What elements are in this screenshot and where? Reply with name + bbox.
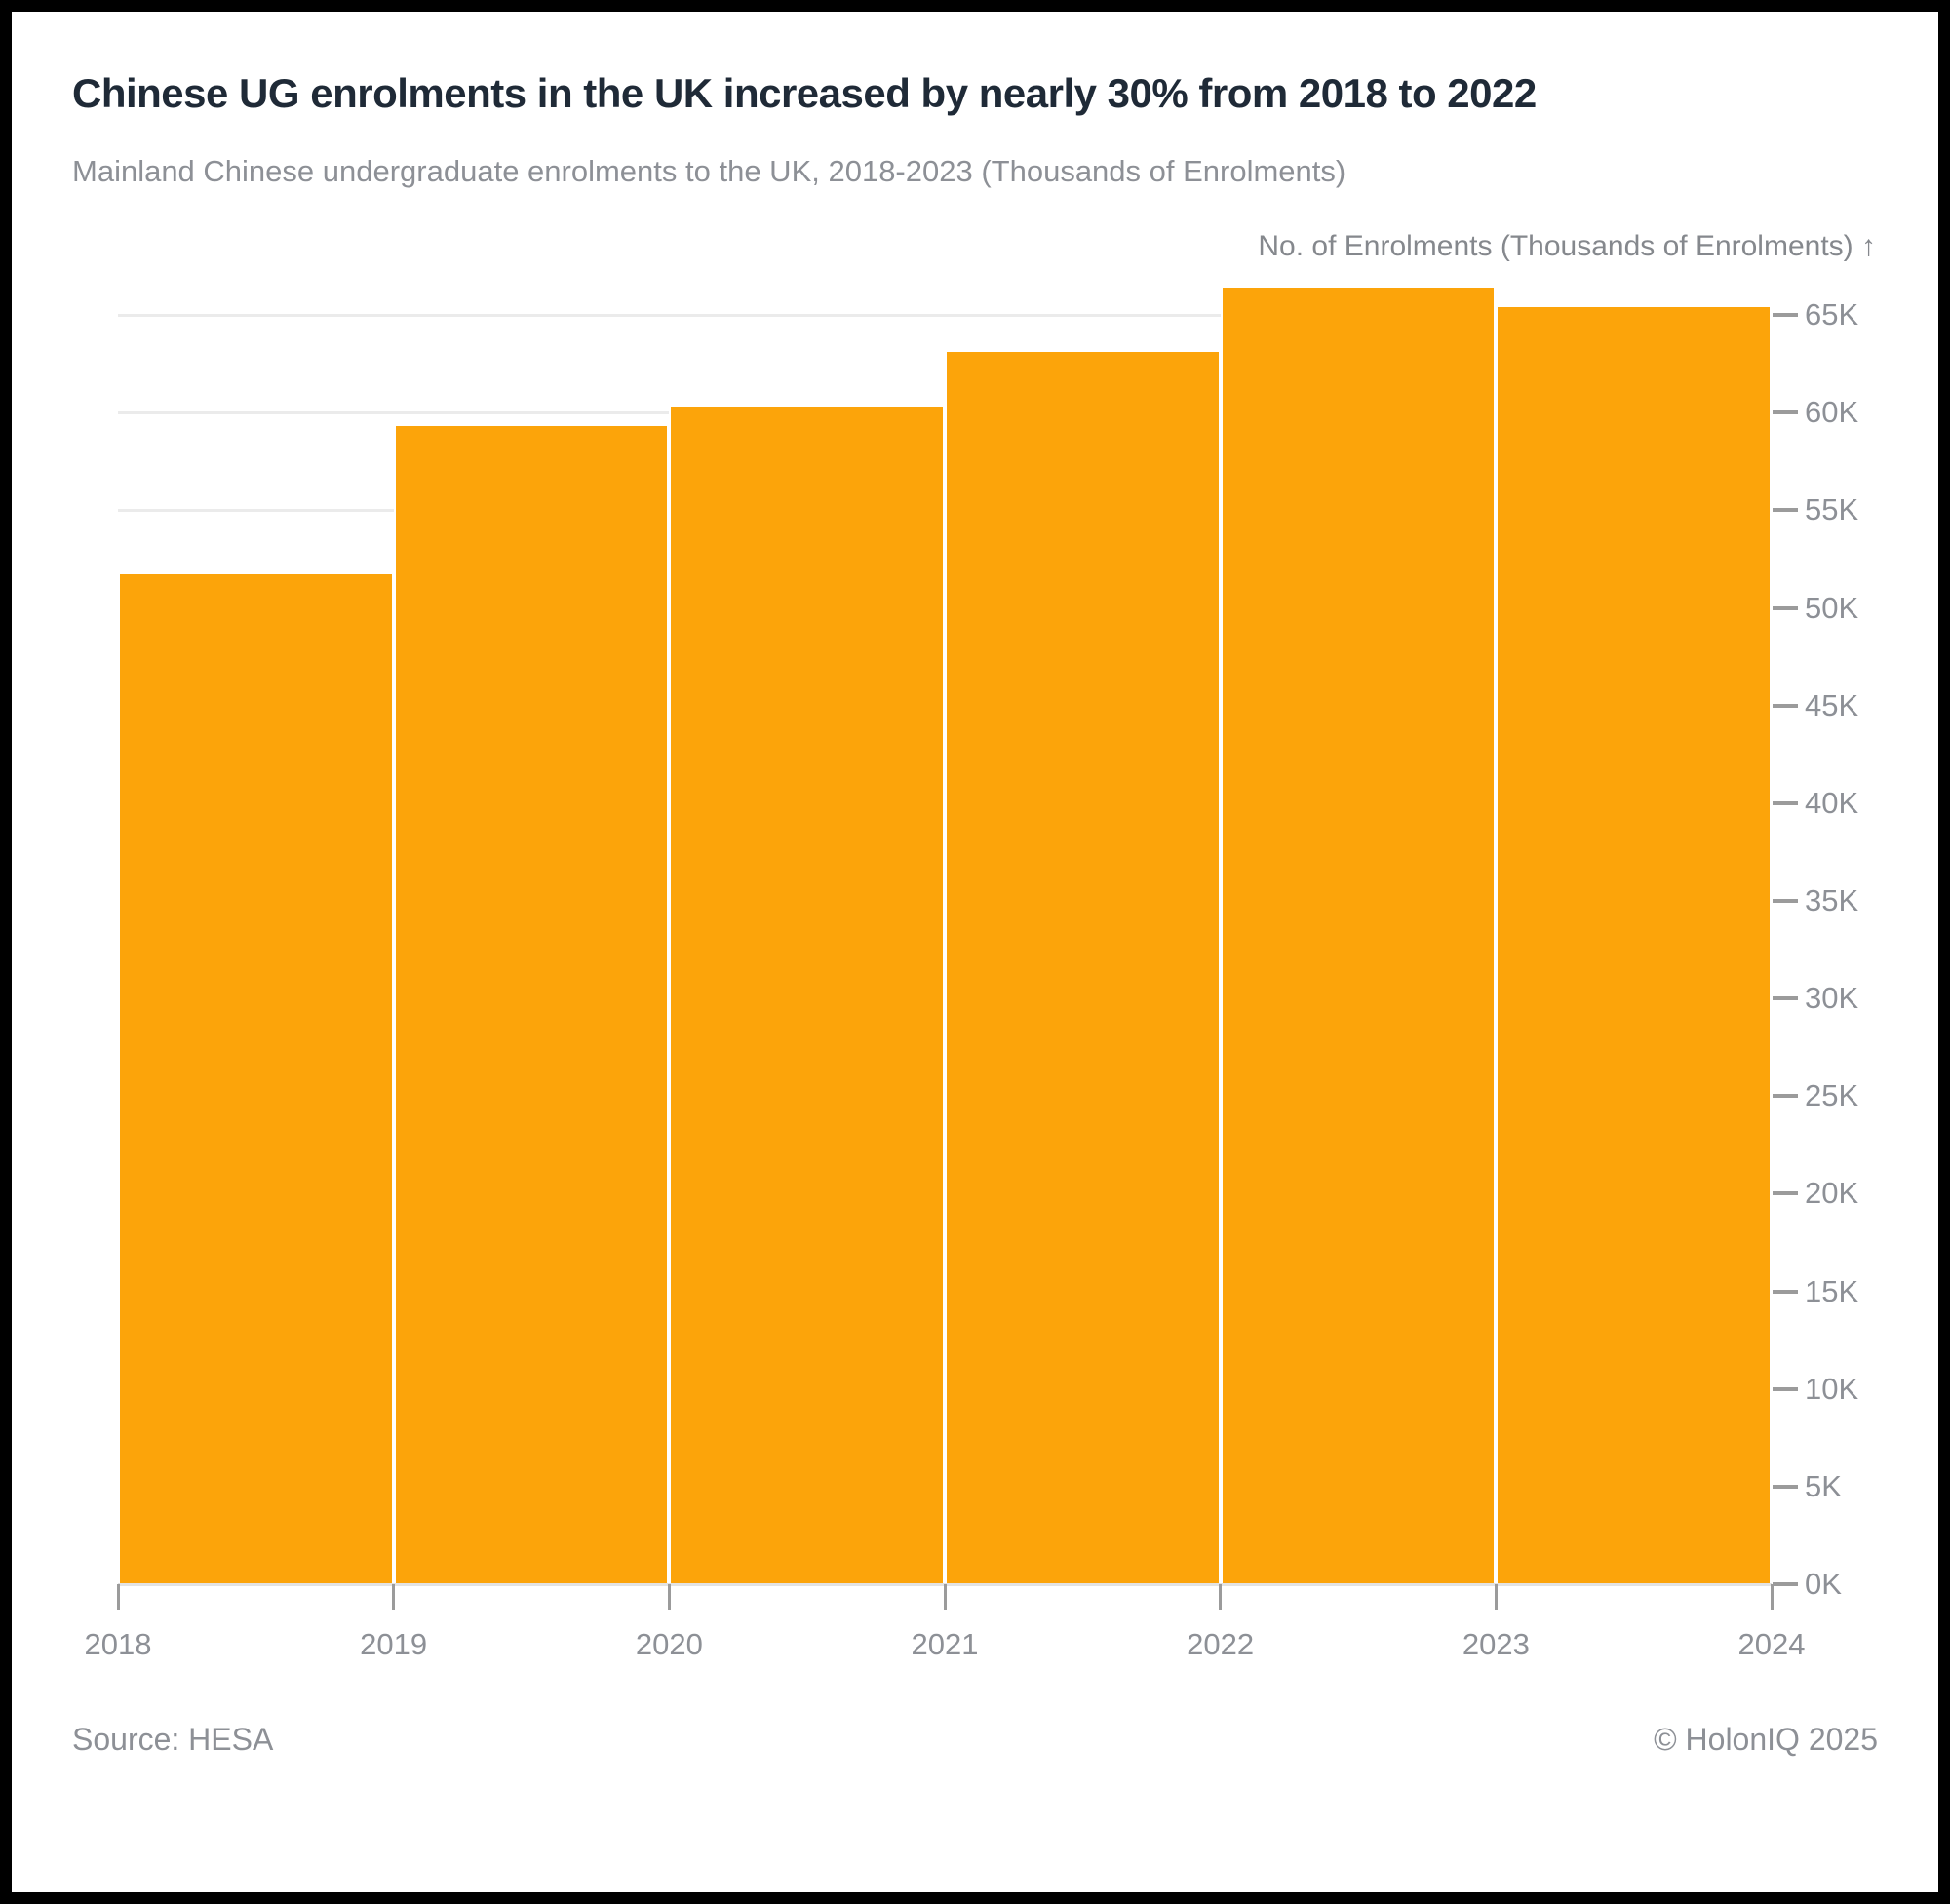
y-tick-mark-45K <box>1773 703 1798 708</box>
bar-2023 <box>1496 307 1772 1584</box>
y-tick-label-5K: 5K <box>1805 1468 1842 1503</box>
y-axis-title: No. of Enrolments (Thousands of Enrolmen… <box>1258 230 1876 262</box>
y-tick-mark-0K <box>1773 1582 1798 1586</box>
y-tick-label-10K: 10K <box>1805 1371 1859 1406</box>
y-tick-mark-10K <box>1773 1386 1798 1391</box>
y-tick-label-60K: 60K <box>1805 395 1859 430</box>
x-tick-label-2024: 2024 <box>1737 1627 1806 1661</box>
bar-2021 <box>945 352 1221 1584</box>
y-tick-label-20K: 20K <box>1805 1176 1859 1211</box>
x-tick-mark-2024 <box>1770 1584 1774 1610</box>
y-tick-mark-50K <box>1773 605 1798 610</box>
y-tick-mark-30K <box>1773 996 1798 1001</box>
y-tick-mark-20K <box>1773 1191 1798 1196</box>
gridline-65K <box>118 314 1772 318</box>
x-tick-mark-2020 <box>667 1584 671 1610</box>
y-tick-label-0K: 0K <box>1805 1567 1842 1601</box>
y-tick-label-65K: 65K <box>1805 297 1859 332</box>
x-tick-label-2018: 2018 <box>84 1627 152 1661</box>
y-tick-mark-5K <box>1773 1484 1798 1489</box>
source-note: Source: HESA <box>72 1722 274 1757</box>
y-tick-label-35K: 35K <box>1805 882 1859 917</box>
chart-title: Chinese UG enrolments in the UK increase… <box>72 70 1537 116</box>
bar-2018 <box>118 574 394 1584</box>
y-tick-label-30K: 30K <box>1805 981 1859 1016</box>
x-tick-mark-2023 <box>1494 1584 1498 1610</box>
x-tick-label-2021: 2021 <box>911 1627 979 1661</box>
y-tick-mark-15K <box>1773 1289 1798 1294</box>
y-tick-label-25K: 25K <box>1805 1078 1859 1113</box>
y-tick-label-45K: 45K <box>1805 687 1859 722</box>
x-tick-label-2019: 2019 <box>360 1627 428 1661</box>
y-tick-label-50K: 50K <box>1805 590 1859 625</box>
bar-2019 <box>393 426 670 1584</box>
x-tick-label-2023: 2023 <box>1462 1627 1530 1661</box>
copyright-note: © HolonIQ 2025 <box>1654 1722 1878 1757</box>
y-tick-label-55K: 55K <box>1805 492 1859 527</box>
x-tick-label-2020: 2020 <box>635 1627 703 1661</box>
x-tick-mark-2018 <box>116 1584 120 1610</box>
y-tick-label-40K: 40K <box>1805 785 1859 820</box>
x-tick-mark-2022 <box>1219 1584 1223 1610</box>
y-tick-label-15K: 15K <box>1805 1273 1859 1308</box>
y-tick-mark-60K <box>1773 410 1798 415</box>
y-tick-mark-25K <box>1773 1094 1798 1099</box>
y-tick-mark-40K <box>1773 800 1798 805</box>
x-tick-mark-2019 <box>392 1584 396 1610</box>
bar-2020 <box>669 407 945 1584</box>
x-tick-mark-2021 <box>943 1584 947 1610</box>
y-tick-mark-55K <box>1773 508 1798 513</box>
bar-2022 <box>1220 288 1497 1584</box>
chart-subtitle: Mainland Chinese undergraduate enrolment… <box>72 154 1346 188</box>
y-tick-mark-35K <box>1773 898 1798 903</box>
x-tick-label-2022: 2022 <box>1187 1627 1255 1661</box>
y-tick-mark-65K <box>1773 313 1798 318</box>
